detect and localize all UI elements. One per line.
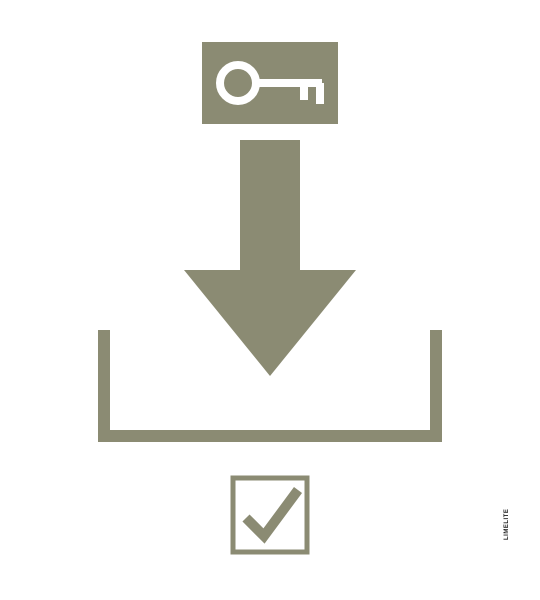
key-drop-diagram: LIMELITE bbox=[0, 0, 540, 600]
checkbox bbox=[233, 478, 307, 552]
watermark-text: LIMELITE bbox=[504, 509, 510, 540]
checkmark-icon bbox=[246, 490, 298, 536]
down-arrow-icon bbox=[184, 140, 356, 376]
key-badge bbox=[202, 42, 338, 124]
